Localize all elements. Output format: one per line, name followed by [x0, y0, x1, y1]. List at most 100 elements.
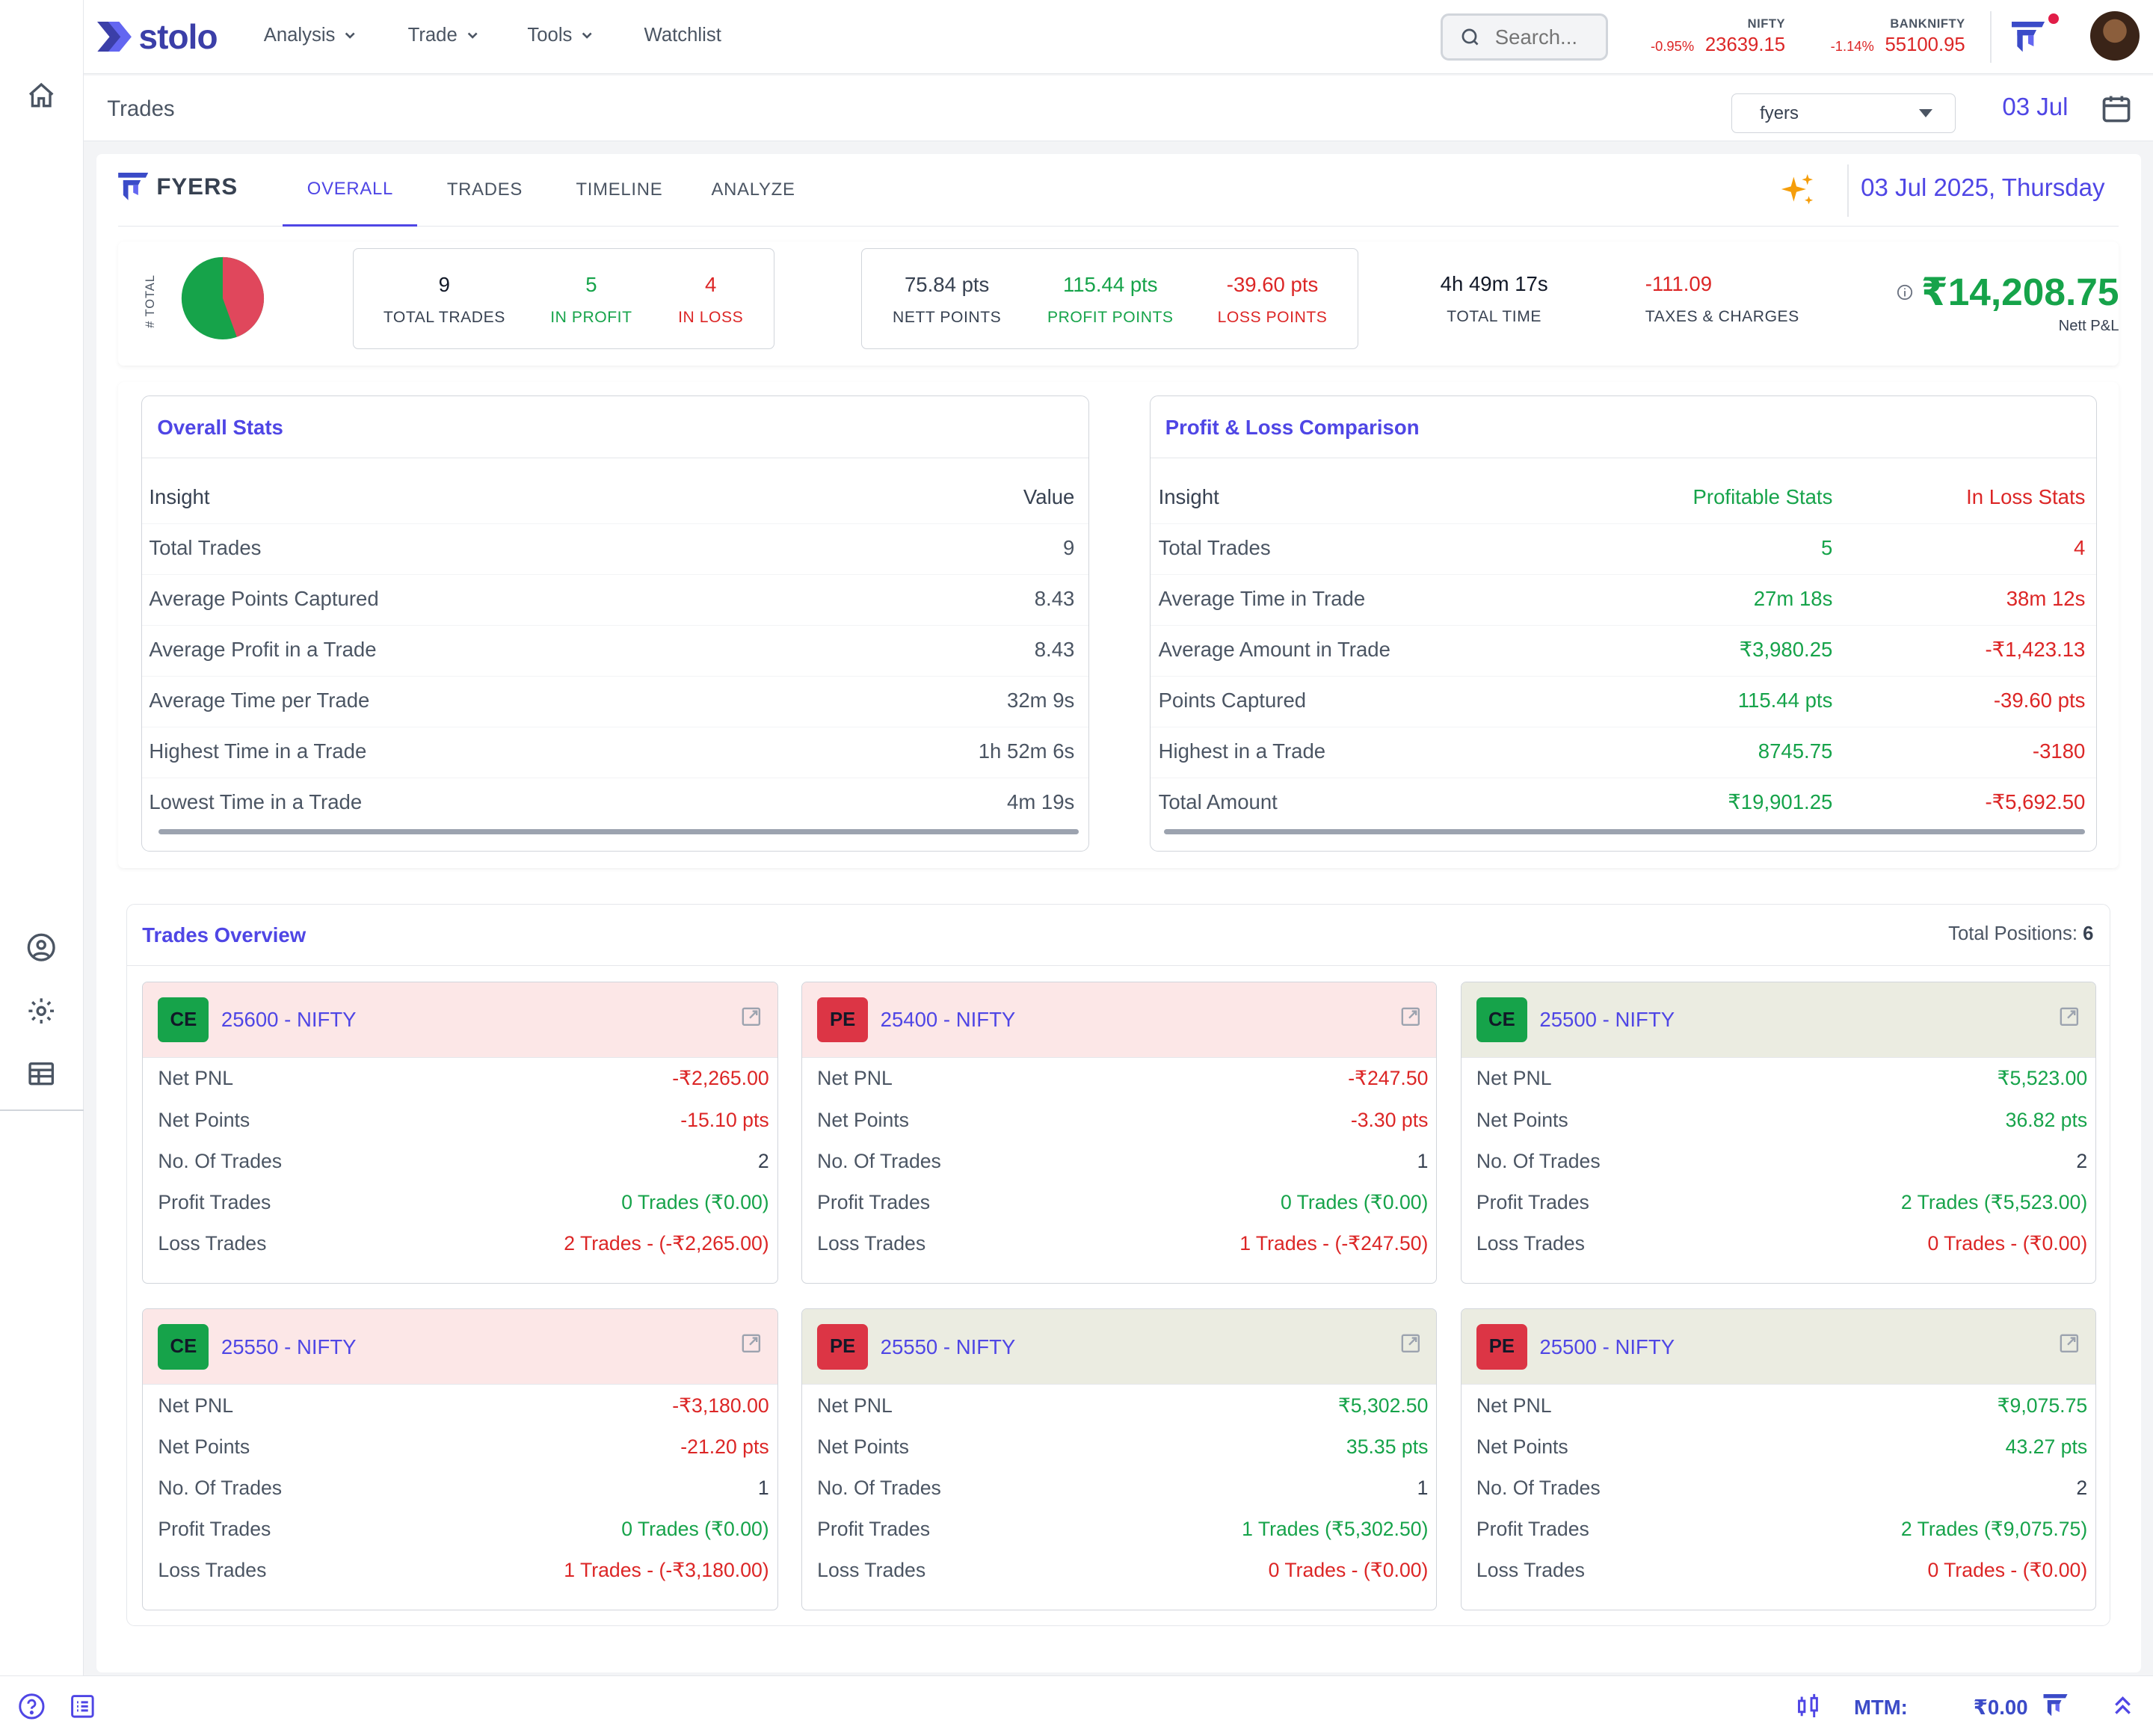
table-header: Insight Profitable Stats In Loss Stats	[1150, 473, 2097, 524]
external-link-icon[interactable]	[742, 1334, 761, 1359]
row-insight: Average Points Captured	[149, 587, 379, 611]
nav-watchlist[interactable]: Watchlist	[644, 25, 721, 46]
position-title[interactable]: 25500 - NIFTY	[1539, 1008, 1675, 1032]
stat-key: Profit Trades	[817, 1518, 931, 1540]
position-title[interactable]: 25600 - NIFTY	[221, 1008, 357, 1032]
calendar-icon[interactable]	[2100, 92, 2133, 131]
stat-value: 5	[585, 272, 597, 296]
search-box[interactable]	[1441, 13, 1609, 61]
position-stat-row: Loss Trades 0 Trades - (₹0.00)	[1461, 1222, 2096, 1263]
fyers-icon[interactable]	[2043, 1694, 2069, 1722]
overview-header: Trades Overview Total Positions: 6	[126, 905, 2110, 967]
horizontal-scrollbar[interactable]	[158, 828, 1079, 834]
position-card[interactable]: PE 25500 - NIFTY Net PNL ₹9,075.75 Net Point…	[1460, 1308, 2097, 1610]
nav-trade[interactable]: Trade	[408, 25, 480, 46]
external-link-icon[interactable]	[2060, 1007, 2079, 1032]
help-icon[interactable]	[18, 1693, 46, 1726]
fyers-broker-icon[interactable]	[2012, 22, 2045, 58]
position-stat-row: No. Of Trades 1	[802, 1467, 1437, 1508]
row-insight: Total Trades	[1158, 536, 1271, 560]
nav-analysis[interactable]: Analysis	[264, 25, 357, 46]
home-icon[interactable]	[25, 80, 58, 113]
user-circle-icon[interactable]	[25, 931, 58, 964]
list-icon[interactable]	[69, 1693, 96, 1726]
stat-value: -₹3,180.00	[672, 1394, 769, 1417]
external-link-icon[interactable]	[1401, 1007, 1420, 1032]
row-profit: ₹19,901.25	[1728, 790, 1833, 814]
table-row: Total Amount ₹19,901.25 -₹5,692.50	[1151, 778, 2097, 829]
points-box: 75.84 pts NETT POINTS 115.44 pts PROFIT …	[860, 248, 1358, 349]
selected-date[interactable]: 03 Jul	[2002, 93, 2069, 121]
nav-trade-label: Trade	[407, 25, 458, 46]
position-title[interactable]: 25400 - NIFTY	[880, 1008, 1016, 1032]
stat-value: 4h 49m 17s	[1440, 271, 1548, 295]
index-banknifty[interactable]: BANKNIFTY -1.14% 55100.95	[1828, 16, 1965, 56]
stolo-logo-icon	[97, 21, 132, 52]
index-nifty[interactable]: NIFTY -0.95% 23639.15	[1644, 16, 1785, 56]
position-stat-row: Net PNL ₹5,523.00	[1461, 1058, 2096, 1099]
candlestick-icon[interactable]	[1795, 1693, 1823, 1726]
nett-pnl-value: ₹14,208.75	[1921, 270, 2119, 314]
stat-key: Net PNL	[158, 1394, 234, 1417]
stat-value: 2 Trades (₹9,075.75)	[1900, 1518, 2088, 1540]
fyers-logo-icon	[118, 173, 149, 201]
index-value: 55100.95	[1885, 34, 1965, 55]
nav-tools[interactable]: Tools	[527, 25, 594, 46]
position-title[interactable]: 25550 - NIFTY	[880, 1335, 1016, 1358]
position-card[interactable]: PE 25400 - NIFTY Net PNL -₹247.50 Net Points…	[801, 981, 1438, 1284]
app-logo[interactable]: stolo	[97, 16, 218, 57]
external-link-icon[interactable]	[2060, 1334, 2079, 1359]
gear-icon[interactable]	[25, 994, 58, 1027]
position-card[interactable]: CE 25550 - NIFTY Net PNL -₹3,180.00 Net Poin…	[142, 1308, 778, 1610]
broker-select[interactable]: fyers	[1731, 93, 1956, 134]
external-link-icon[interactable]	[742, 1007, 761, 1032]
info-icon[interactable]	[1897, 284, 1913, 301]
layout-icon[interactable]	[25, 1057, 58, 1090]
table-header: Insight Value	[142, 473, 1088, 524]
header-value: Value	[1023, 485, 1075, 509]
avatar[interactable]	[2089, 10, 2140, 61]
profit-loss-pie[interactable]	[180, 256, 265, 341]
tab-trades[interactable]: TRADES	[446, 179, 523, 200]
stat-key: No. Of Trades	[817, 1476, 941, 1499]
position-card[interactable]: PE 25550 - NIFTY Net PNL ₹5,302.50 Net Point…	[801, 1308, 1438, 1610]
stat-label: LOSS POINTS	[1217, 309, 1328, 327]
search-input[interactable]	[1494, 25, 1605, 49]
horizontal-scrollbar[interactable]	[1163, 828, 2086, 834]
stat-key: Loss Trades	[1476, 1559, 1585, 1582]
position-stat-row: Net Points 36.82 pts	[1461, 1099, 2096, 1140]
index-change: -1.14%	[1830, 37, 1874, 54]
stat-value: 0 Trades - (₹0.00)	[1268, 1559, 1429, 1582]
stat-profit-points: 115.44 pts PROFIT POINTS	[1035, 273, 1186, 327]
position-stat-row: No. Of Trades 1	[143, 1467, 777, 1508]
stat-value: ₹9,075.75	[1997, 1394, 2088, 1417]
table-row: Total Trades 5 4	[1150, 524, 2097, 575]
position-stat-row: Profit Trades 0 Trades (₹0.00)	[802, 1181, 1437, 1222]
position-title[interactable]: 25500 - NIFTY	[1539, 1335, 1675, 1358]
stat-key: No. Of Trades	[817, 1149, 941, 1172]
row-value: 9	[1063, 536, 1075, 560]
option-type-badge: PE	[817, 997, 869, 1043]
position-card[interactable]: CE 25500 - NIFTY Net PNL ₹5,523.00 Net Point…	[1460, 981, 2097, 1284]
nav-tools-label: Tools	[527, 25, 573, 46]
tab-overall[interactable]: OVERALL	[283, 154, 418, 227]
tab-timeline[interactable]: TIMELINE	[576, 179, 663, 200]
navbar-divider	[1989, 10, 1992, 64]
logo-text: stolo	[138, 17, 218, 57]
caret-down-icon	[1919, 109, 1933, 118]
position-card[interactable]: CE 25600 - NIFTY Net PNL -₹2,265.00 Net Poin…	[142, 981, 778, 1284]
position-title[interactable]: 25550 - NIFTY	[221, 1335, 357, 1358]
row-profit: 5	[1821, 536, 1833, 560]
stat-key: Net Points	[817, 1435, 909, 1458]
stat-value: 75.84 pts	[904, 272, 990, 296]
stat-key: Net PNL	[817, 1394, 893, 1417]
external-link-icon[interactable]	[1401, 1334, 1420, 1359]
position-stat-row: Net Points -21.20 pts	[143, 1426, 777, 1467]
sparkle-icon[interactable]	[1780, 173, 1816, 215]
tab-analyze[interactable]: ANALYZE	[711, 179, 795, 200]
nett-pnl-label: Nett P&L	[2058, 317, 2119, 334]
stat-value: -15.10 pts	[680, 1108, 769, 1131]
tabs-bar: FYERS OVERALL TRADES TIMELINE ANALYZE 03…	[117, 154, 2119, 227]
chevrons-up-icon[interactable]	[2110, 1693, 2135, 1726]
position-stat-row: Net Points 43.27 pts	[1461, 1426, 2096, 1467]
